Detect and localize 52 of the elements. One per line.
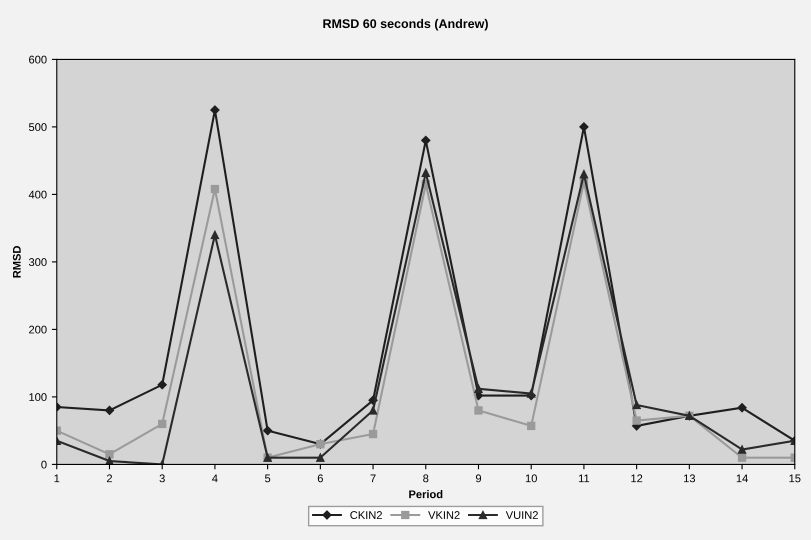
x-tick-label: 1 (54, 474, 60, 482)
x-tick-label: 8 (423, 474, 428, 482)
chart-title: RMSD 60 seconds (Andrew) (323, 18, 488, 31)
y-tick-label: 400 (28, 190, 47, 199)
point (104, 406, 114, 416)
y-tick-label: 0 (41, 460, 47, 469)
point (474, 384, 483, 393)
x-tick-label: 14 (736, 474, 748, 482)
point (527, 422, 536, 430)
point (316, 453, 325, 462)
point (105, 450, 114, 458)
point (158, 420, 166, 428)
x-tick-label: 5 (264, 474, 270, 482)
point (210, 230, 220, 240)
legend-label: VUIN2 (506, 511, 538, 520)
point (738, 445, 746, 454)
legend-label: VKIN2 (428, 511, 460, 519)
point (580, 170, 588, 178)
y-tick-label: 600 (29, 56, 47, 64)
point (263, 426, 272, 436)
x-tick-label: 7 (370, 474, 376, 482)
point (632, 416, 641, 425)
legend-label: CKIN2 (350, 511, 382, 520)
point (210, 184, 220, 194)
x-tick-label: 11 (579, 474, 590, 482)
y-tick-label: 300 (28, 258, 47, 266)
x-tick-label: 12 (631, 474, 642, 482)
point (527, 389, 536, 398)
point (422, 168, 430, 177)
point (421, 136, 430, 146)
point (368, 406, 378, 415)
x-tick-label: 15 (789, 474, 800, 482)
point (579, 122, 589, 132)
y-tick-label: 200 (29, 326, 47, 334)
x-tick-label: 10 (526, 474, 537, 482)
x-tick-label: 6 (318, 474, 323, 482)
point (737, 403, 747, 412)
y-axis-title: RMSD (12, 246, 21, 278)
point (632, 400, 641, 410)
x-tick-label: 2 (106, 474, 112, 482)
point (474, 406, 483, 415)
point (158, 380, 167, 390)
y-tick-label: 500 (28, 123, 47, 132)
point (368, 430, 378, 438)
x-tick-label: 3 (160, 474, 165, 482)
x-tick-label: 9 (476, 474, 482, 482)
x-tick-label: 13 (684, 474, 696, 482)
x-axis-title: Period (409, 490, 442, 498)
point (210, 105, 220, 115)
point (738, 453, 746, 462)
y-tick-label: 100 (29, 393, 47, 402)
x-tick-label: 4 (212, 474, 218, 482)
